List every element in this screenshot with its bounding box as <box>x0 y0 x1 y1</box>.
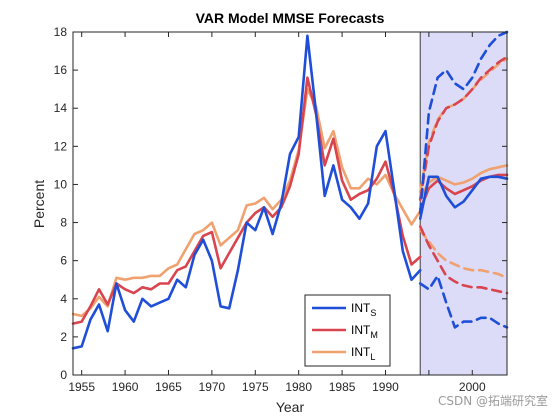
legend-label-int-m: INTM <box>351 323 378 340</box>
x-tick-label: 1975 <box>242 380 269 394</box>
y-tick-label: 0 <box>60 368 67 382</box>
x-tick-label: 1955 <box>68 380 95 394</box>
series-line-int-s <box>71 34 422 350</box>
x-tick-label: 1965 <box>155 380 182 394</box>
forecast-upper-int-l <box>418 57 509 194</box>
y-tick-label: 8 <box>60 216 67 230</box>
forecast-lower-int-m <box>418 225 509 295</box>
y-tick-label: 4 <box>60 292 67 306</box>
legend: INTS INTM INTL <box>304 294 391 367</box>
x-axis-label: Year <box>276 399 305 415</box>
forecast-upper-int-m <box>418 55 509 201</box>
forecast-lower-int-l <box>418 228 509 280</box>
y-tick-label: 12 <box>54 139 68 153</box>
forecast-upper-int-s <box>418 30 509 215</box>
chart-title: VAR Model MMSE Forecasts <box>196 10 385 26</box>
plot-area: 0 2 4 6 8 10 12 14 16 18 1955 1960 1965 1970 1975 1980 1… <box>54 25 509 394</box>
x-tick-label: 1960 <box>112 380 139 394</box>
series-line-int-l <box>71 87 422 318</box>
y-tick-label: 10 <box>54 177 68 191</box>
x-tick-label: 2000 <box>459 380 486 394</box>
y-tick-label: 18 <box>54 25 68 39</box>
forecast-region <box>419 31 508 376</box>
x-tick-label: 1990 <box>372 380 399 394</box>
forecast-mean-int-s <box>418 175 509 220</box>
y-axis-label: Percent <box>31 180 47 228</box>
forecast-mean-int-l <box>418 164 509 200</box>
x-tick-label: 1985 <box>329 380 356 394</box>
x-tick-label: 1980 <box>285 380 312 394</box>
y-tick-label: 16 <box>54 63 68 77</box>
y-tick-label: 14 <box>54 101 68 115</box>
y-tick-label: 6 <box>60 254 67 268</box>
legend-label-int-l: INTL <box>351 345 375 362</box>
x-tick-label: 1970 <box>199 380 226 394</box>
forecast-lower-int-s <box>418 274 509 329</box>
legend-label-int-s: INTS <box>351 301 376 318</box>
axes-box <box>72 31 508 376</box>
watermark: CSDN @拓端研究室 <box>438 393 548 408</box>
y-tick-label: 2 <box>60 330 67 344</box>
